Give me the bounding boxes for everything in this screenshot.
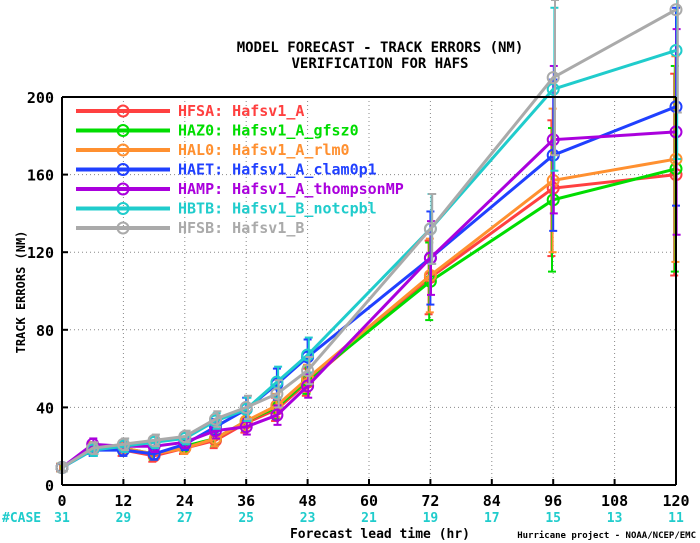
case-count-label: 27: [177, 511, 193, 526]
x-tick-label: 12: [114, 492, 132, 510]
legend-item: HAZ0: Hafsv1_A_gfsz0: [76, 122, 359, 140]
y-axis-label: TRACK ERRORS (NM): [14, 231, 28, 354]
data-point: [239, 400, 253, 414]
legend-label: HBTB: Hafsv1_B_notcpbl: [178, 200, 377, 218]
legend-marker: [116, 124, 130, 137]
x-axis-label: Forecast lead time (hr): [290, 527, 470, 542]
data-point: [147, 433, 161, 447]
legend-marker: [116, 104, 130, 118]
series-6: [55, 0, 683, 475]
x-tick-label: 36: [237, 492, 255, 510]
x-tick-label: 72: [421, 492, 439, 510]
y-tick-label: 200: [27, 89, 54, 107]
legend-label: HAL0: Hafsv1_A_rlm0: [178, 141, 350, 159]
x-tick-label: 84: [483, 492, 501, 510]
plot-area: 0311229242736254823602172198417961510813…: [27, 0, 690, 526]
case-count-label: 31: [54, 511, 70, 526]
legend-item: HFSA: Hafsv1_A: [76, 102, 304, 120]
data-point: [669, 43, 683, 57]
x-tick-label: 0: [57, 492, 66, 510]
data-point: [669, 3, 683, 17]
credit-text: Hurricane project - NOAA/NCEP/EMC: [517, 530, 696, 541]
case-count-label: 29: [116, 511, 132, 526]
legend-marker: [116, 221, 130, 235]
x-tick-label: 96: [544, 492, 562, 510]
y-tick-label: 160: [27, 167, 54, 185]
case-count-label: 15: [545, 511, 561, 526]
data-point: [116, 437, 130, 451]
series-4: [55, 28, 683, 475]
legend-label: HFSB: Hafsv1_B: [178, 219, 304, 237]
x-tick-label: 120: [662, 492, 689, 510]
case-count-label: 21: [361, 511, 377, 526]
legend: HFSA: Hafsv1_A HAZ0: Hafsv1_A_gfsz0HAL0: …: [76, 102, 404, 237]
legend-item: HBTB: Hafsv1_B_notcpbl: [76, 200, 377, 218]
series-layer: [55, 0, 683, 475]
legend-marker: [116, 202, 130, 215]
y-tick-label: 120: [27, 244, 54, 262]
legend-label: HFSA: Hafsv1_A: [178, 102, 304, 120]
data-point: [178, 430, 192, 443]
data-point: [209, 412, 222, 426]
data-point: [270, 408, 284, 422]
data-point: [301, 348, 315, 362]
legend-marker: [116, 182, 130, 196]
legend-item: HAMP: Hafsv1_A_thompsonMP: [76, 180, 404, 198]
case-count-label: 25: [238, 511, 254, 526]
x-tick-label: 48: [299, 492, 317, 510]
y-tick-label: 80: [36, 322, 54, 340]
case-count-label: 19: [423, 511, 439, 526]
data-point: [301, 379, 315, 393]
series-2: [55, 55, 683, 475]
x-tick-label: 24: [176, 492, 194, 510]
legend-label: HAMP: Hafsv1_A_thompsonMP: [178, 180, 404, 198]
legend-label: HAET: Hafsv1_A_clam0p1: [178, 161, 377, 179]
data-point: [270, 387, 284, 401]
y-tick-label: 0: [45, 477, 54, 495]
y-tick-label: 40: [36, 399, 54, 417]
data-point: [546, 133, 560, 147]
case-label: #CASE: [2, 511, 41, 526]
data-point: [301, 364, 315, 378]
case-count-label: 11: [668, 511, 684, 526]
legend-item: HFSB: Hafsv1_B: [76, 219, 304, 237]
legend-item: HAET: Hafsv1_A_clam0p1: [76, 161, 377, 179]
data-point: [86, 441, 100, 455]
case-count-label: 17: [484, 511, 500, 526]
case-count-label: 23: [300, 511, 316, 526]
x-tick-label: 108: [601, 492, 628, 510]
legend-marker: [116, 143, 130, 157]
data-point: [423, 222, 437, 236]
legend-label: HAZ0: Hafsv1_A_gfsz0: [178, 122, 359, 140]
data-point: [546, 71, 560, 85]
chart-title: MODEL FORECAST - TRACK ERRORS (NM): [237, 40, 524, 56]
case-count-label: 13: [607, 511, 623, 526]
x-tick-label: 60: [360, 492, 378, 510]
legend-marker: [116, 163, 130, 176]
chart-subtitle: VERIFICATION FOR HAFS: [291, 56, 468, 72]
legend-item: HAL0: Hafsv1_A_rlm0: [76, 141, 350, 159]
